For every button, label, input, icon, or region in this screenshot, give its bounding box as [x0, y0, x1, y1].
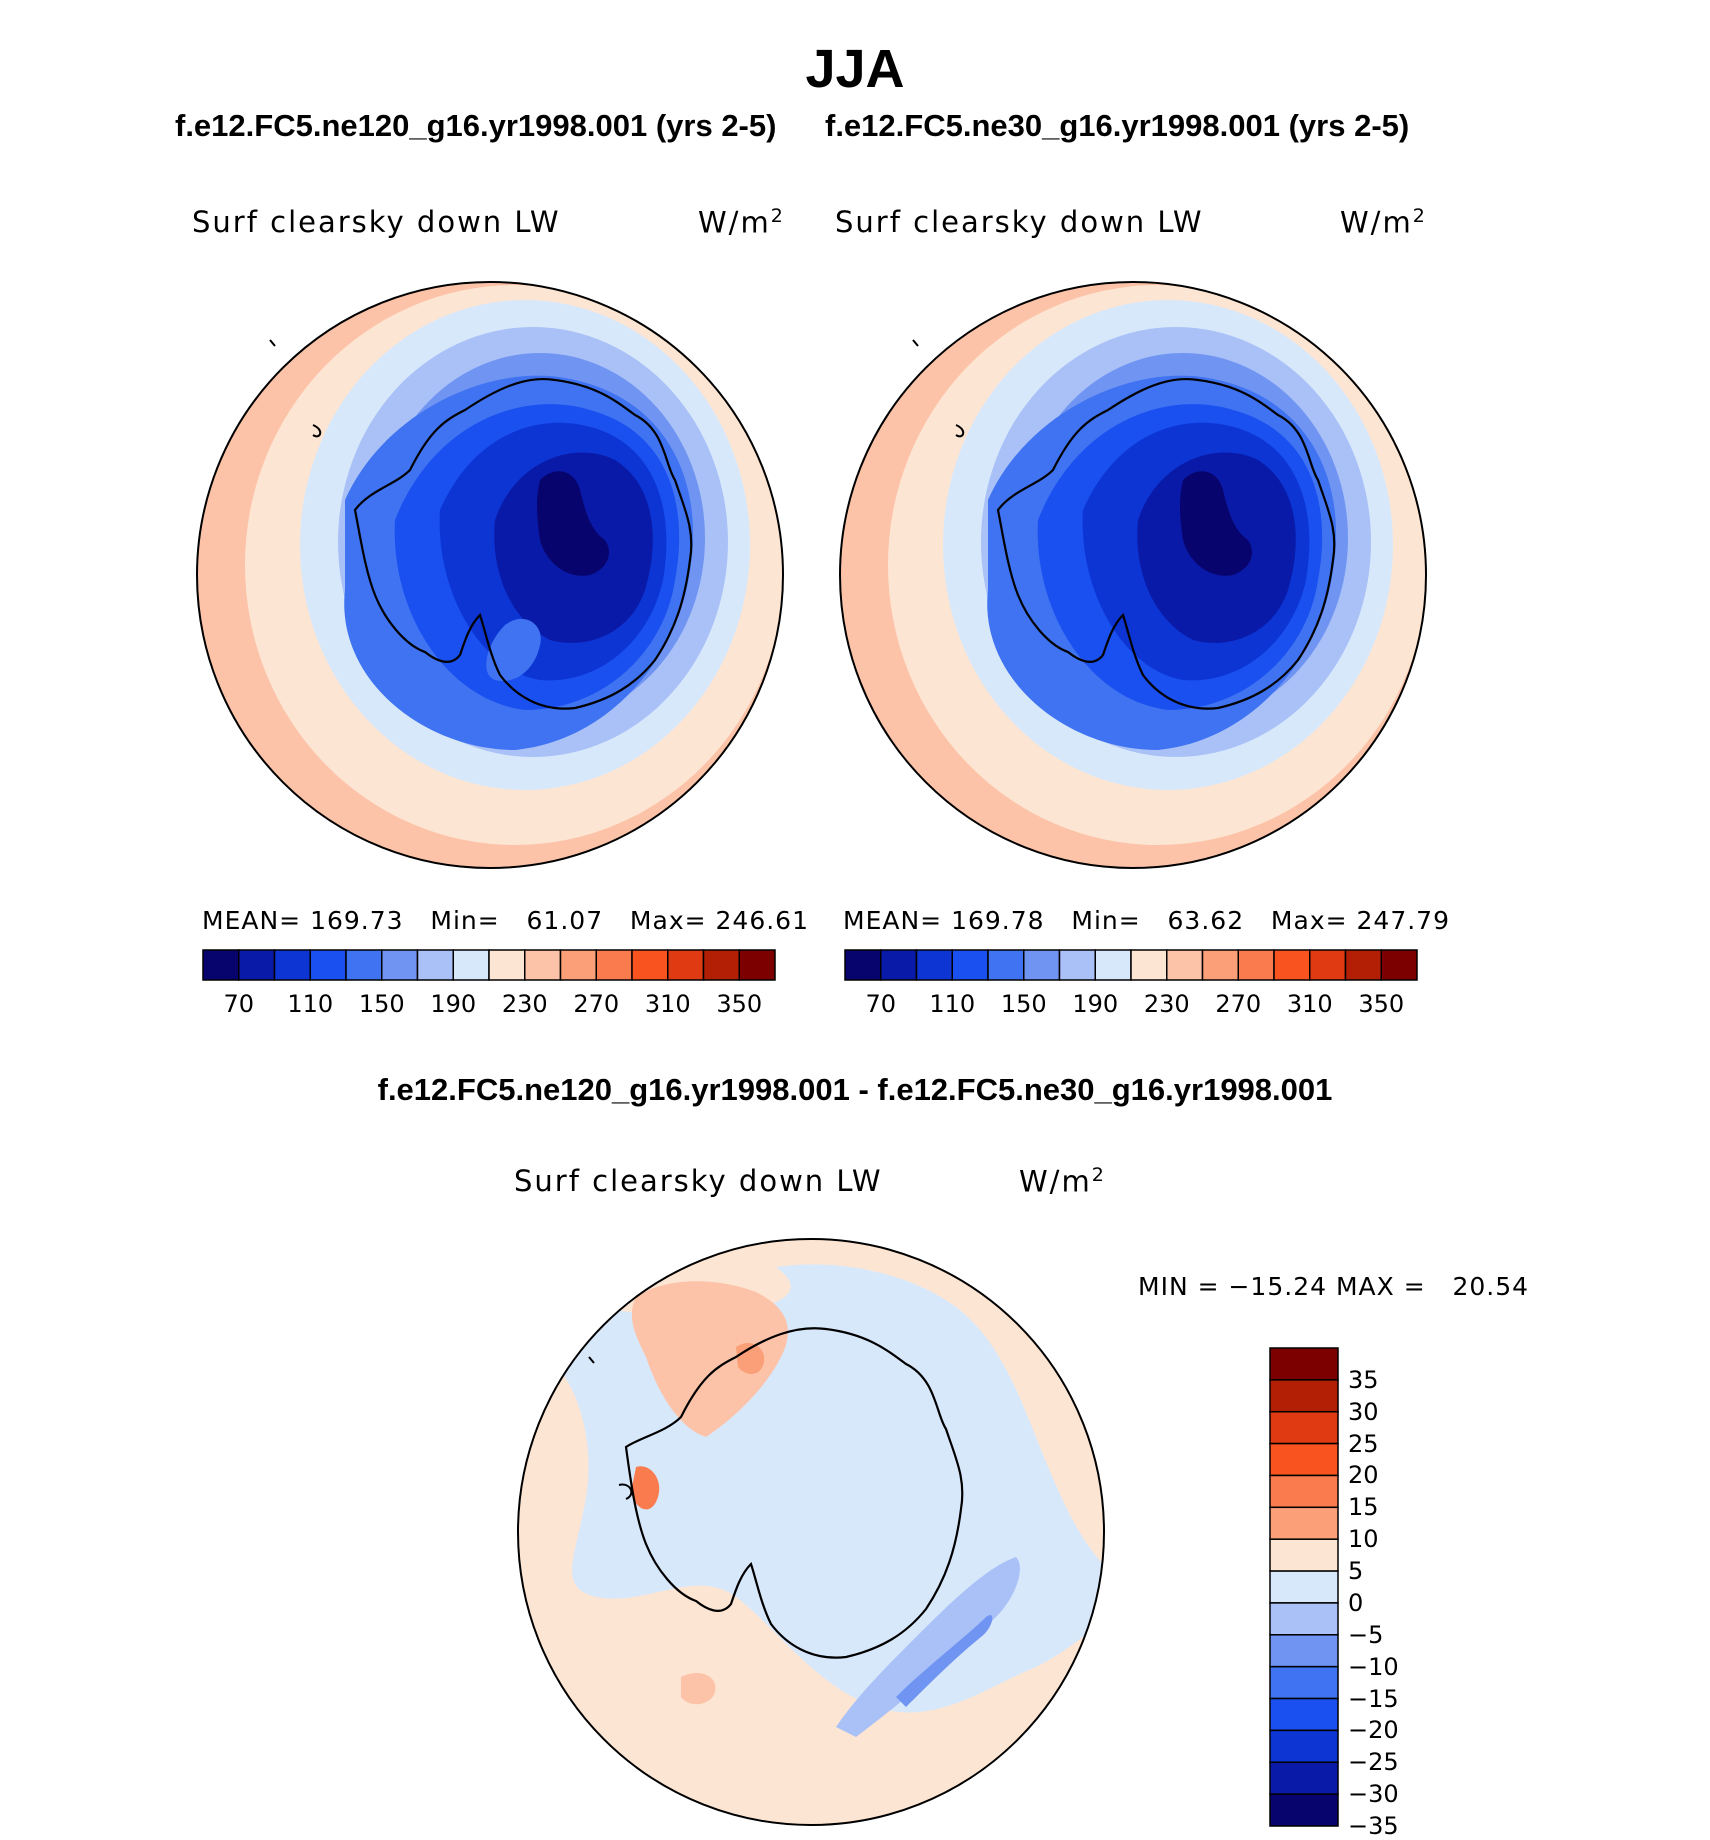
colorbar-tick-label: 5 — [1348, 1557, 1364, 1586]
colorbar-tick-label: 15 — [1348, 1493, 1379, 1522]
colorbar-swatch — [1269, 1793, 1339, 1827]
polar-map-ne120 — [196, 281, 784, 869]
colorbar-tick-label: −25 — [1348, 1748, 1399, 1777]
colorbar-tick-label: 310 — [1286, 990, 1333, 1018]
colorbar-tick-label: 230 — [501, 990, 548, 1018]
colorbar-swatch — [1269, 1570, 1339, 1604]
colorbar-swatch — [1344, 949, 1382, 981]
colorbar-swatch — [1269, 1634, 1339, 1668]
colorbar-tick-label: −20 — [1348, 1716, 1399, 1745]
colorbar-tick-label: 110 — [287, 990, 334, 1018]
colorbar-tick-label: 310 — [644, 990, 691, 1018]
colorbar-swatch — [1023, 949, 1061, 981]
colorbar-swatch — [1269, 1665, 1339, 1700]
polar-map-difference — [517, 1238, 1105, 1826]
colorbar-tick-label: −30 — [1348, 1780, 1399, 1809]
colorbar-tick-label: −15 — [1348, 1684, 1399, 1713]
colorbar-tick-label: 70 — [865, 990, 897, 1018]
colorbar-swatch — [667, 949, 705, 981]
colorbar-abs-ne30 — [844, 949, 1418, 981]
colorbar-tick-label: 350 — [716, 990, 763, 1018]
colorbar-tick-label: 110 — [929, 990, 976, 1018]
diff-stats: MIN = −15.24 MAX = 20.54 — [1138, 1272, 1530, 1301]
colorbar-swatch — [559, 949, 597, 981]
panel1-variable-label: Surf clearsky down LW — [192, 205, 561, 239]
colorbar-swatch — [238, 949, 276, 981]
colorbar-swatch — [1269, 1410, 1339, 1445]
colorbar-swatch — [1237, 949, 1275, 981]
colorbar-swatch — [381, 949, 419, 981]
colorbar-tick-label: 25 — [1348, 1429, 1379, 1458]
colorbar-swatch — [1058, 949, 1096, 981]
colorbar-tick-label: 270 — [1215, 990, 1262, 1018]
colorbar-tick-label: −10 — [1348, 1652, 1399, 1681]
polar-map-ne30 — [839, 281, 1427, 869]
colorbar-swatch — [488, 949, 526, 981]
colorbar-swatch — [951, 949, 989, 981]
colorbar-swatch — [1269, 1379, 1339, 1413]
panel2-variable-label: Surf clearsky down LW — [835, 205, 1204, 239]
colorbar-swatch — [1201, 949, 1239, 981]
colorbar-tick-label: 0 — [1348, 1588, 1364, 1617]
colorbar-swatch — [595, 949, 633, 981]
colorbar-swatch — [1269, 1442, 1339, 1477]
colorbar-tick-label: 10 — [1348, 1525, 1379, 1554]
colorbar-tick-label: 190 — [1072, 990, 1119, 1018]
colorbar-tick-label: 230 — [1143, 990, 1190, 1018]
colorbar-tick-label: −5 — [1348, 1620, 1384, 1649]
colorbar-tick-label: 30 — [1348, 1397, 1379, 1426]
colorbar-tick-label: 350 — [1358, 990, 1405, 1018]
panel1-stats: MEAN= 169.73 Min= 61.07 Max= 246.61 — [202, 906, 809, 935]
colorbar-swatch — [1269, 1761, 1339, 1795]
colorbar-tick-label: 35 — [1348, 1365, 1379, 1394]
colorbar-swatch — [1269, 1729, 1339, 1764]
colorbar-swatch — [309, 949, 347, 981]
colorbar-swatch — [1269, 1506, 1339, 1540]
colorbar-swatch — [345, 949, 383, 981]
colorbar-swatch — [702, 949, 740, 981]
colorbar-swatch — [1166, 949, 1204, 981]
colorbar-tick-label: 150 — [358, 990, 405, 1018]
main-title: JJA — [805, 39, 905, 99]
colorbar-swatch — [1309, 949, 1347, 981]
colorbar-swatch — [1130, 949, 1168, 981]
colorbar-swatch — [880, 949, 918, 981]
colorbar-swatch — [915, 949, 953, 981]
colorbar-swatch — [1269, 1538, 1339, 1572]
panel2-units-label: W/m2 — [1340, 205, 1427, 240]
case1-title: f.e12.FC5.ne120_g16.yr1998.001 (yrs 2-5) — [175, 108, 777, 143]
colorbar-swatch — [1380, 949, 1418, 981]
colorbar-swatch — [1269, 1697, 1339, 1732]
diff-title: f.e12.FC5.ne120_g16.yr1998.001 - f.e12.F… — [377, 1072, 1333, 1107]
colorbar-tick-label: 150 — [1000, 990, 1047, 1018]
colorbar-abs-ne120 — [202, 949, 776, 981]
colorbar-tick-label: 20 — [1348, 1461, 1379, 1490]
colorbar-swatch — [202, 949, 240, 981]
diff-units-label: W/m2 — [1019, 1164, 1106, 1199]
diff-variable-label: Surf clearsky down LW — [514, 1164, 883, 1198]
colorbar-swatch — [738, 949, 776, 981]
colorbar-tick-label: 70 — [223, 990, 255, 1018]
colorbar-difference — [1269, 1347, 1339, 1827]
case2-title: f.e12.FC5.ne30_g16.yr1998.001 (yrs 2-5) — [825, 108, 1410, 143]
colorbar-swatch — [631, 949, 669, 981]
colorbar-swatch — [1273, 949, 1311, 981]
panel1-units-label: W/m2 — [698, 205, 785, 240]
colorbar-swatch — [1269, 1602, 1339, 1636]
colorbar-swatch — [416, 949, 454, 981]
colorbar-swatch — [1269, 1474, 1339, 1509]
colorbar-swatch — [524, 949, 562, 981]
panel2-stats: MEAN= 169.78 Min= 63.62 Max= 247.79 — [843, 906, 1450, 935]
colorbar-swatch — [1269, 1347, 1339, 1381]
colorbar-tick-label: 270 — [573, 990, 620, 1018]
colorbar-tick-label: −35 — [1348, 1812, 1399, 1840]
colorbar-tick-label: 190 — [430, 990, 477, 1018]
colorbar-swatch — [273, 949, 311, 981]
colorbar-swatch — [1094, 949, 1132, 981]
colorbar-swatch — [844, 949, 882, 981]
colorbar-swatch — [452, 949, 490, 981]
colorbar-swatch — [987, 949, 1025, 981]
